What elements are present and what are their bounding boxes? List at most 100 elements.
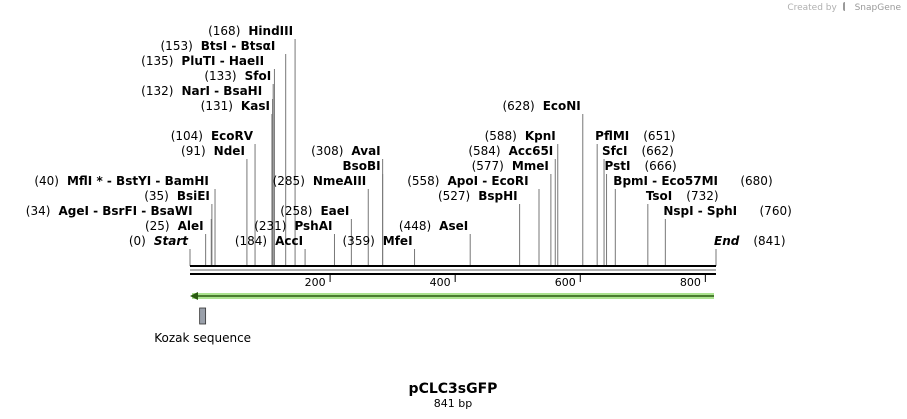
restriction-site: (34) AgeI - BsrFI - BsaWI [26,204,193,218]
site-enzyme-name: NmeAIII [313,174,366,188]
site-position-label: (651) [643,129,675,143]
site-enzyme-name: PflMI [595,129,629,143]
site-leader-lines [189,39,717,266]
site-position-label: (628) [502,99,534,113]
restriction-site: (732) TsoI [646,189,719,203]
restriction-site: (359) MfeI [343,234,413,248]
restriction-site: (584) Acc65I [468,144,553,158]
site-enzyme-name: AleI [178,219,204,233]
site-position-label: (308) [311,144,343,158]
restriction-site: (577) MmeI [472,159,549,173]
site-position-label: (104) [171,129,203,143]
restriction-site: (448) AseI [399,219,468,233]
site-position-label: (231) [254,219,286,233]
tick-label: 200 [305,276,326,289]
ruler-ticks: 200 400 600 800 [305,274,706,289]
site-position-label: (680) [740,174,772,188]
site-position-label: (666) [644,159,676,173]
restriction-site: (25) AleI [145,219,204,233]
restriction-site: BsoBI [342,159,380,173]
site-position-label: (577) [472,159,504,173]
site-enzyme-name: MmeI [512,159,549,173]
restriction-site: (558) ApoI - EcoRI [407,174,528,188]
site-enzyme-name: BtsI - BtsαI [201,39,276,53]
site-position-label: (285) [273,174,305,188]
site-enzyme-name: SfoI [245,69,272,83]
restriction-site: (666) PstI [605,159,677,173]
site-enzyme-name: BsoBI [342,159,380,173]
site-labels: (0) Start(25) AleI (34) AgeI - BsrFI - BsaWI… [26,24,792,248]
site-enzyme-name: KasI [241,99,270,113]
site-enzyme-name: NarI - BsaHI [181,84,262,98]
sgfp-feature-arrow[interactable] [190,292,714,300]
map-title: pCLC3sGFP [409,381,498,397]
site-enzyme-name: HindIII [248,24,293,38]
site-enzyme-name: AgeI - BsrFI - BsaWI [58,204,192,218]
kozak-sequence-box[interactable] [199,307,207,325]
restriction-site: (651) PflMI [595,129,675,143]
site-position-label: (527) [438,189,470,203]
site-enzyme-name: AseI [439,219,468,233]
site-enzyme-name: KpnI [525,129,556,143]
restriction-site: (285) NmeAIII [273,174,367,188]
tick-label: 800 [680,276,701,289]
map-subtitle: 841 bp [434,397,472,410]
site-position-label: (258) [280,204,312,218]
site-position-label: (588) [485,129,517,143]
site-position-label: (0) [129,234,146,248]
site-enzyme-name: TsoI [646,189,672,203]
snapgene-logo-icon [842,2,851,11]
site-enzyme-name: BpmI - Eco57MI [613,174,718,188]
site-position-label: (359) [343,234,375,248]
restriction-site: (184) AccI [235,234,303,248]
site-position-label: (448) [399,219,431,233]
restriction-site: (841) End [714,234,786,248]
restriction-site: (662) SfcI [602,144,674,158]
restriction-site: (628) EcoNI [502,99,580,113]
restriction-site: (153) BtsI - BtsαI [161,39,276,53]
site-enzyme-name: AvaI [351,144,380,158]
site-enzyme-name: PluTI - HaeII [181,54,264,68]
restriction-site: (258) EaeI [280,204,349,218]
site-enzyme-name: SfcI [602,144,627,158]
site-position-label: (168) [208,24,240,38]
site-position-label: (34) [26,204,51,218]
site-enzyme-name: End [714,234,740,248]
site-position-label: (662) [641,144,673,158]
site-position-label: (35) [144,189,169,203]
restriction-site: (135) PluTI - HaeII [141,54,264,68]
site-enzyme-name: EcoRV [211,129,254,143]
site-enzyme-name: EcoNI [543,99,581,113]
credit-prefix: Created by [787,3,837,13]
site-enzyme-name: PshAI [294,219,332,233]
snapgene-credit: Created by SnapGene [787,2,901,13]
site-position-label: (131) [201,99,233,113]
site-enzyme-name: PstI [605,159,631,173]
site-position-label: (135) [141,54,173,68]
restriction-site: (168) HindIII [208,24,293,38]
site-enzyme-name: EaeI [320,204,349,218]
site-position-label: (25) [145,219,170,233]
restriction-site: (588) KpnI [485,129,556,143]
site-position-label: (558) [407,174,439,188]
kozak-sequence-label: Kozak sequence [154,331,251,345]
restriction-site: (35) BsiEI [144,189,210,203]
site-position-label: (732) [686,189,718,203]
site-position-label: (584) [468,144,500,158]
restriction-site: (308) AvaI [311,144,381,158]
site-position-label: (760) [760,204,792,218]
site-enzyme-name: AccI [275,234,303,248]
site-enzyme-name: BspHI [478,189,517,203]
restriction-site: (680) BpmI - Eco57MI [613,174,772,188]
restriction-site: (132) NarI - BsaHI [141,84,262,98]
site-enzyme-name: NspI - SphI [663,204,737,218]
restriction-site: (133) SfoI [204,69,271,83]
feature-track: Kozak sequence [154,292,714,345]
restriction-site: (91) NdeI [181,144,245,158]
restriction-site: (231) PshAI [254,219,332,233]
restriction-site: (0) Start [129,234,189,248]
restriction-site: (131) KasI [201,99,270,113]
site-enzyme-name: Acc65I [509,144,554,158]
site-position-label: (133) [204,69,236,83]
